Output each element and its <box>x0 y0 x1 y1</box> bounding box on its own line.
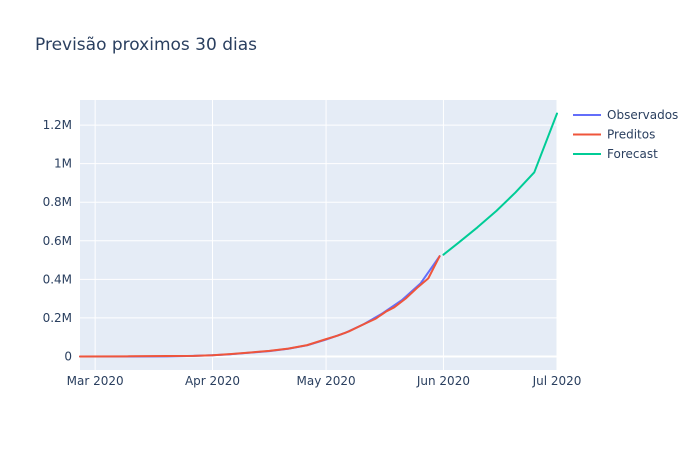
legend-item-preditos[interactable]: Preditos <box>573 128 655 142</box>
y-gridlines <box>80 124 557 358</box>
y-tick-label: 0 <box>64 350 72 364</box>
y-tick-label: 0.8M <box>43 195 72 209</box>
series-line-forecast <box>442 112 558 256</box>
y-tick-label: 0.4M <box>43 272 72 286</box>
legend[interactable]: Observados Preditos Forecast <box>573 108 678 161</box>
x-tick-label: Jun 2020 <box>416 374 470 388</box>
series-line-preditos <box>79 255 441 358</box>
legend-item-forecast[interactable]: Forecast <box>573 147 658 161</box>
x-gridlines <box>94 100 558 370</box>
chart-title: Previsão proximos 30 dias <box>35 35 257 55</box>
series-layer <box>79 112 558 358</box>
y-tick-label: 0.2M <box>43 311 72 325</box>
legend-item-observados[interactable]: Observados <box>573 108 678 122</box>
x-tick-label: Mar 2020 <box>67 374 124 388</box>
legend-label: Observados <box>607 108 678 122</box>
legend-label: Preditos <box>607 128 655 142</box>
x-axis: Mar 2020 Apr 2020 May 2020 Jun 2020 Jul 2020 <box>67 374 582 388</box>
y-tick-label: 1.2M <box>43 118 72 132</box>
x-tick-label: Apr 2020 <box>185 374 240 388</box>
legend-label: Forecast <box>607 147 658 161</box>
x-tick-label: May 2020 <box>296 374 355 388</box>
plot-area <box>80 100 557 370</box>
y-tick-label: 0.6M <box>43 234 72 248</box>
y-tick-label: 1M <box>54 157 72 171</box>
y-axis: 0 0.2M 0.4M 0.6M 0.8M 1M 1.2M <box>43 118 72 363</box>
x-tick-label: Jul 2020 <box>532 374 582 388</box>
